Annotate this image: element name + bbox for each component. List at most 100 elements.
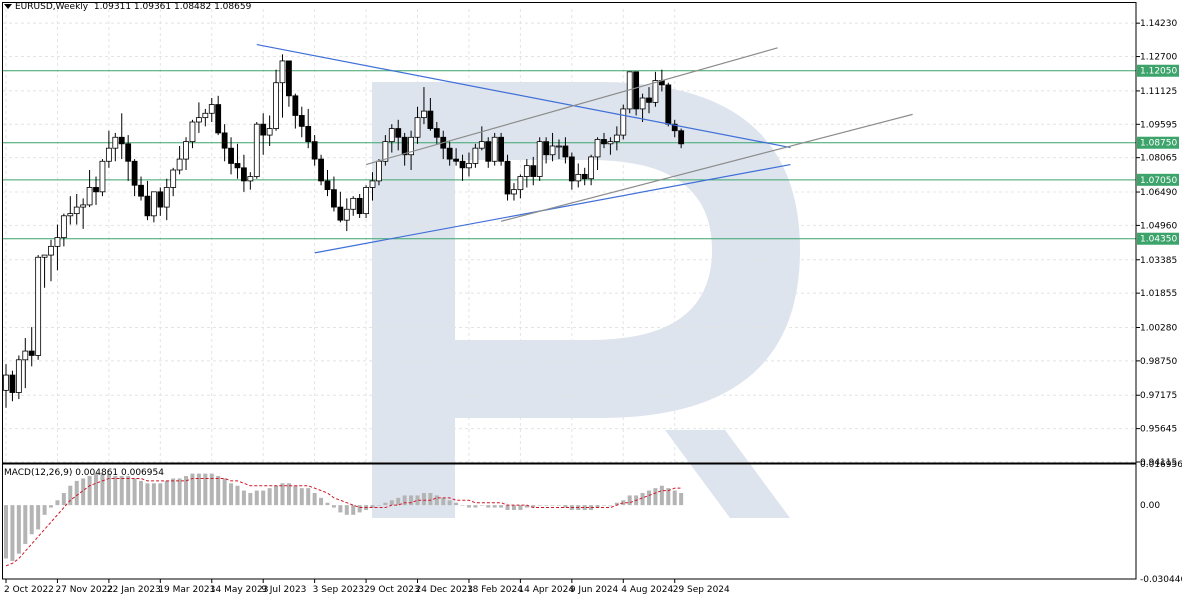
candle-bull bbox=[112, 136, 119, 149]
candle-bull bbox=[41, 254, 48, 258]
macd-y-tick-label: -0.030446 bbox=[1140, 575, 1182, 585]
candle-bull bbox=[343, 208, 350, 221]
macd-histogram-bar bbox=[550, 505, 555, 506]
macd-histogram-bar bbox=[126, 476, 131, 506]
candle-bear bbox=[131, 160, 138, 186]
y-tick-label: 1.06490 bbox=[1140, 188, 1177, 198]
candle-bear bbox=[401, 136, 408, 156]
candle-bear bbox=[453, 158, 460, 162]
macd-histogram-bar bbox=[87, 476, 92, 506]
candle-bear bbox=[305, 125, 312, 143]
candle-bull bbox=[639, 97, 646, 110]
y-tick-label: 1.03385 bbox=[1140, 256, 1177, 266]
candle-bull bbox=[388, 128, 395, 143]
watermark-tail-shape bbox=[665, 430, 790, 518]
macd-histogram-bar bbox=[556, 505, 561, 506]
macd-y-tick-label: 0.016956 bbox=[1140, 460, 1182, 470]
macd-histogram-bar bbox=[653, 488, 658, 506]
macd-histogram-bar bbox=[466, 505, 471, 508]
macd-histogram-bar bbox=[254, 490, 259, 506]
macd-histogram-bar bbox=[499, 505, 504, 508]
macd-histogram-bar bbox=[421, 493, 426, 506]
candle-bear bbox=[562, 145, 569, 158]
macd-histogram-bar bbox=[608, 505, 613, 506]
candle-bear bbox=[144, 195, 151, 217]
candle-bull bbox=[176, 158, 183, 171]
macd-signal-line bbox=[5, 477, 682, 567]
candle-bear bbox=[671, 123, 678, 132]
macd-histogram-bar bbox=[158, 483, 163, 506]
macd-histogram-bar bbox=[23, 505, 28, 544]
y-tick-label: 1.12700 bbox=[1140, 53, 1177, 63]
candle-bear bbox=[543, 141, 550, 156]
macd-histogram-bar bbox=[640, 493, 645, 506]
macd-histogram-bar bbox=[409, 495, 414, 506]
macd-histogram-bar bbox=[190, 473, 195, 506]
macd-histogram-bar bbox=[389, 500, 394, 506]
candle-bull bbox=[652, 80, 659, 103]
macd-label: MACD(12,26,9) 0.004861 0.006954 bbox=[4, 468, 164, 478]
macd-histogram-bar bbox=[306, 488, 311, 506]
macd-histogram-bar bbox=[492, 505, 497, 508]
candle-bull bbox=[376, 160, 382, 182]
macd-histogram-bar bbox=[4, 505, 8, 559]
macd-histogram-bar bbox=[36, 505, 41, 530]
macd-histogram-bar bbox=[293, 485, 298, 506]
candle-bull bbox=[478, 141, 485, 149]
macd-histogram-bar bbox=[16, 505, 21, 554]
candle-bear bbox=[646, 97, 652, 103]
macd-histogram-bar bbox=[42, 505, 47, 515]
candle-bear bbox=[331, 189, 337, 208]
candle-bull bbox=[54, 237, 61, 247]
candle-bull bbox=[195, 117, 202, 123]
candle-bear bbox=[427, 110, 434, 129]
candle-bear bbox=[138, 184, 144, 197]
y-tick-label: 1.04960 bbox=[1140, 221, 1177, 231]
candle-bear bbox=[530, 165, 537, 177]
y-tick-label: 1.09595 bbox=[1140, 120, 1177, 130]
candle-bull bbox=[279, 60, 286, 84]
candle-bear bbox=[318, 158, 324, 182]
candle-bull bbox=[594, 139, 601, 158]
macd-histogram-bar bbox=[531, 505, 536, 508]
candle-bull bbox=[511, 189, 517, 195]
macd-histogram-bar bbox=[659, 485, 664, 506]
macd-histogram-bar bbox=[357, 505, 362, 513]
level-price-label: 1.07050 bbox=[1140, 176, 1177, 186]
candle-bear bbox=[228, 147, 234, 164]
candle-bull bbox=[60, 215, 67, 239]
candle-bull bbox=[170, 169, 177, 188]
macd-histogram-bar bbox=[49, 505, 54, 508]
candle-bull bbox=[408, 136, 414, 156]
macd-histogram-bar bbox=[100, 473, 105, 506]
candle-bull bbox=[517, 176, 524, 191]
dropdown-triangle-icon[interactable] bbox=[4, 4, 12, 9]
x-tick-label: 9 Jul 2023 bbox=[261, 585, 306, 595]
macd-histogram-bar bbox=[248, 493, 253, 506]
macd-histogram-bar bbox=[595, 505, 600, 508]
macd-histogram-bar bbox=[164, 480, 169, 506]
macd-histogram-bar bbox=[274, 485, 279, 506]
candle-bull bbox=[273, 82, 279, 129]
macd-histogram-bar bbox=[55, 500, 60, 506]
x-tick-label: 27 Nov 2022 bbox=[55, 585, 113, 595]
macd-histogram-bar bbox=[331, 505, 336, 508]
macd-histogram-bar bbox=[537, 505, 542, 506]
macd-histogram-bar bbox=[505, 505, 510, 510]
candle-bear bbox=[9, 374, 16, 393]
macd-histogram-bar bbox=[29, 505, 34, 535]
macd-histogram-bar bbox=[614, 502, 619, 506]
level-price-tag bbox=[1137, 173, 1179, 186]
macd-histogram-bar bbox=[441, 497, 446, 506]
candle-bear bbox=[286, 60, 292, 97]
y-tick-label: 0.95645 bbox=[1140, 425, 1177, 435]
candle-bull bbox=[67, 213, 74, 217]
candle-bull bbox=[523, 165, 530, 177]
macd-histogram-bar bbox=[177, 478, 182, 506]
macd-histogram-bar bbox=[627, 495, 632, 506]
macd-histogram-bar bbox=[479, 505, 484, 506]
candle-bull bbox=[86, 187, 93, 206]
macd-histogram-bar bbox=[145, 483, 150, 506]
macd-histogram-bar bbox=[203, 473, 208, 506]
